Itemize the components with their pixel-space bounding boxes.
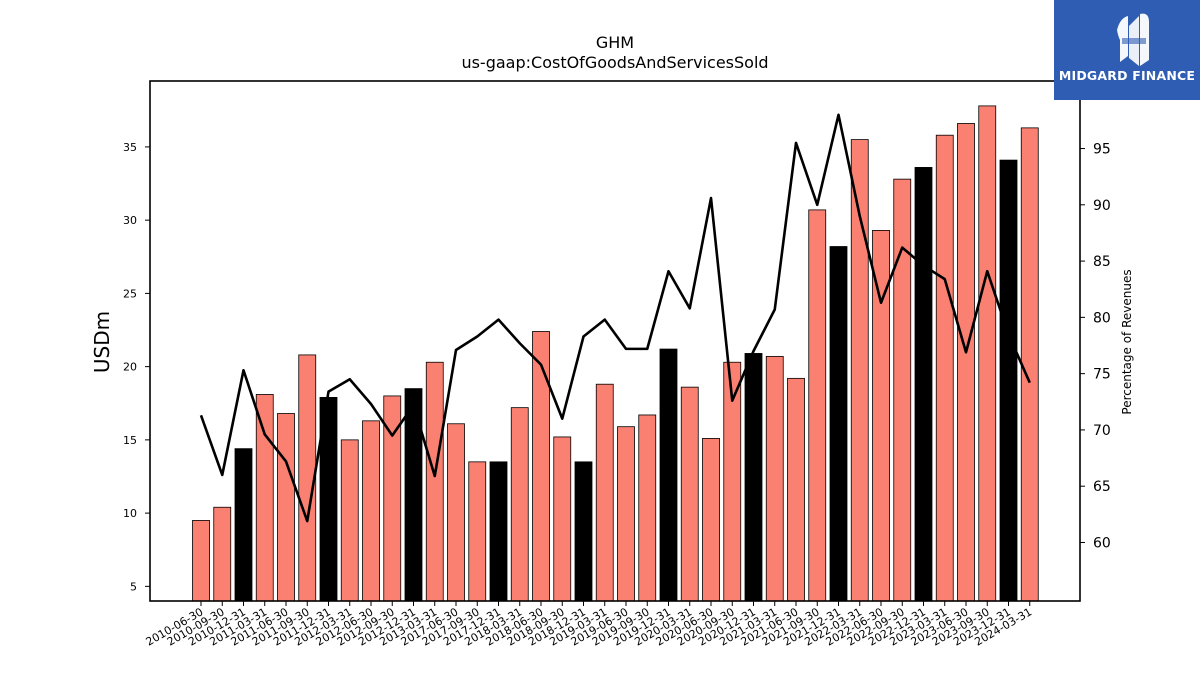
y-tick-label: 10 — [123, 507, 137, 520]
y-axis-right: 60 65 70 75 80 85 90 95 — [1080, 142, 1111, 551]
bar-2013-03-31 — [425, 361, 444, 602]
bar-2021-06-30 — [787, 377, 805, 602]
y2-tick-label: 95 — [1093, 142, 1111, 158]
percentage-line — [199, 113, 1031, 523]
y2-tick-label: 65 — [1093, 479, 1111, 495]
bar-2018-06-30 — [532, 331, 550, 602]
bar-2011-06-30 — [277, 413, 295, 602]
y2-tick-label: 75 — [1093, 367, 1111, 383]
bar-2021-09-30 — [808, 209, 827, 602]
y2-tick-label: 80 — [1093, 310, 1111, 326]
bar-2017-09-30 — [468, 461, 487, 602]
bar-2017-12-31 — [489, 461, 508, 602]
bar-2012-06-30 — [362, 420, 380, 602]
bar-2020-03-31 — [680, 386, 699, 602]
bar-2022-09-30 — [893, 178, 912, 602]
bar-2011-03-31 — [255, 394, 274, 602]
bar-2019-03-31 — [595, 383, 614, 602]
y-tick-label: 15 — [123, 434, 137, 447]
bar-2012-12-31 — [404, 388, 423, 602]
midgard-logo-icon — [1117, 13, 1149, 66]
bar-2019-09-30 — [638, 414, 657, 602]
bar-2021-12-31 — [829, 246, 848, 602]
bar-2020-06-30 — [702, 438, 720, 602]
bar-2010-09-30 — [213, 506, 232, 602]
bar-2022-12-31 — [914, 167, 933, 602]
bar-2023-03-31 — [935, 134, 954, 602]
bar-2010-06-30 — [192, 520, 210, 602]
bar-2018-03-31 — [510, 407, 529, 602]
bar-2017-06-30 — [447, 423, 465, 602]
y2-tick-label: 90 — [1093, 198, 1111, 214]
plot-frame — [149, 80, 1081, 602]
y-tick-label: 30 — [123, 214, 137, 227]
y-axis-left: 5 10 15 20 25 30 35 — [123, 141, 150, 593]
chart-title: GHM — [596, 33, 634, 52]
bar-2023-06-30 — [957, 123, 975, 602]
bar-2021-03-31 — [765, 355, 784, 602]
y-axis-label: USDm — [90, 311, 114, 373]
bar-2023-09-30 — [978, 105, 997, 602]
bar-2022-03-31 — [850, 139, 869, 602]
y-tick-label: 20 — [123, 361, 137, 374]
midgard-finance-logo: MIDGARD FINANCE — [1054, 0, 1200, 100]
bar-2010-12-31 — [234, 448, 253, 602]
bar-2012-03-31 — [340, 439, 359, 602]
bar-2018-12-31 — [574, 461, 593, 602]
y-tick-label: 35 — [123, 141, 137, 154]
bar-series — [192, 105, 1039, 602]
y-tick-label: 5 — [130, 580, 137, 593]
bar-2020-12-31 — [744, 353, 763, 602]
bar-2024-03-31 — [1020, 127, 1039, 602]
chart-subtitle: us-gaap:CostOfGoodsAndServicesSold — [461, 53, 768, 72]
y2-tick-label: 70 — [1093, 423, 1111, 439]
bar-2019-06-30 — [617, 426, 635, 602]
bar-2023-12-31 — [999, 159, 1018, 602]
brand-name: MIDGARD FINANCE — [1058, 68, 1196, 83]
y-tick-label: 25 — [123, 287, 137, 300]
y2-tick-label: 60 — [1093, 535, 1111, 551]
x-axis: 2010-06-302010-09-302010-12-312011-03-31… — [144, 601, 1034, 649]
percentage-line-series — [199, 113, 1031, 523]
y2-tick-label: 85 — [1093, 254, 1111, 270]
bar-2019-12-31 — [659, 348, 678, 602]
y2-axis-label: Percentage of Revenues — [1120, 269, 1134, 414]
bar-2018-09-30 — [553, 436, 572, 602]
